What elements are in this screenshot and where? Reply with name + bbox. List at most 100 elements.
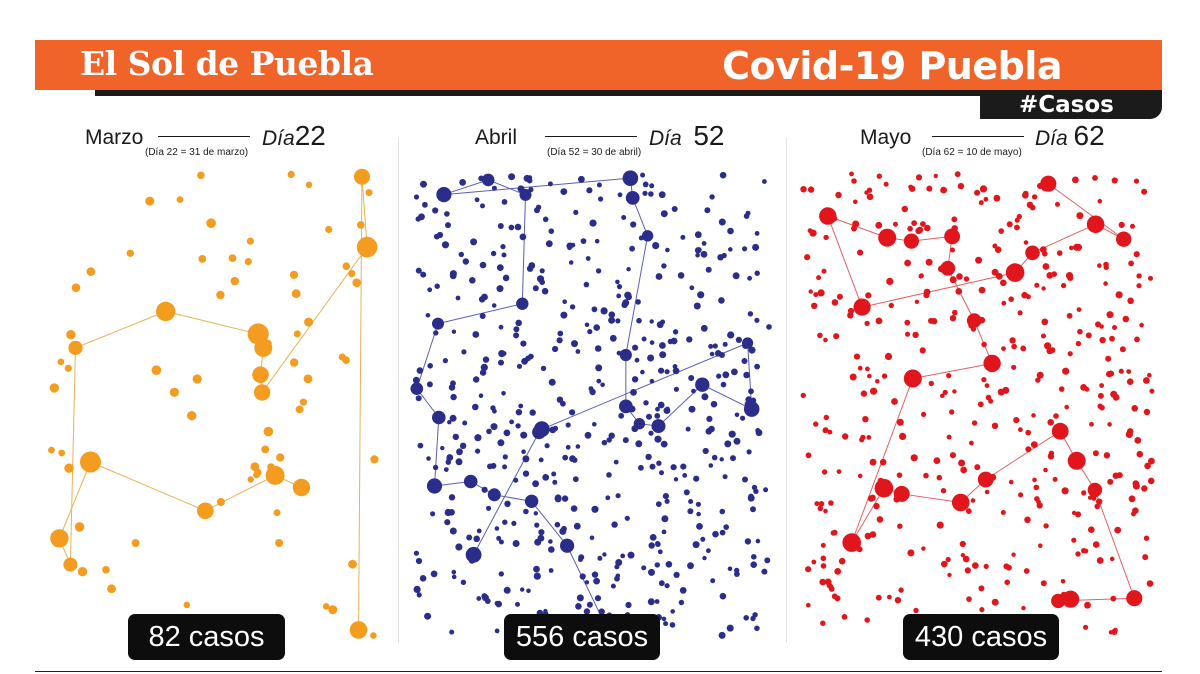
case-dot [975, 256, 983, 264]
case-dot [565, 444, 571, 450]
case-dot [836, 293, 843, 300]
case-dot [619, 348, 632, 362]
case-dot [504, 500, 511, 507]
case-dot [578, 557, 583, 562]
case-dot [672, 329, 679, 335]
connection-line [90, 461, 206, 512]
case-dot [502, 274, 510, 282]
case-dot [670, 464, 677, 471]
case-dot [866, 435, 872, 440]
case-dot [728, 430, 736, 438]
case-dot [616, 350, 622, 356]
header-banner-shadow [95, 90, 1162, 96]
case-dot [462, 420, 468, 426]
case-dot [754, 625, 760, 632]
case-dot [449, 414, 457, 422]
case-dot [291, 289, 301, 299]
case-dot [1056, 250, 1063, 256]
case-dot [591, 505, 599, 513]
case-dot [370, 455, 379, 464]
panel-day-number: 52 [693, 120, 725, 151]
case-dot [898, 587, 904, 593]
case-dot [746, 449, 752, 455]
case-dot [864, 532, 872, 540]
case-dot [1107, 422, 1112, 427]
case-dot [71, 283, 81, 292]
case-dot [1006, 221, 1013, 228]
case-dot [594, 345, 602, 352]
case-dot [686, 336, 693, 343]
case-dot [584, 431, 592, 439]
case-dot [853, 199, 858, 205]
case-dot [702, 555, 707, 561]
case-dot [1087, 482, 1103, 498]
case-dot [1000, 510, 1006, 515]
case-dot [587, 329, 593, 335]
case-dot [1149, 388, 1155, 394]
case-dot [1062, 367, 1070, 375]
case-dot [480, 203, 485, 209]
case-dot [995, 273, 1003, 280]
case-dot [430, 511, 436, 517]
case-dot [606, 437, 612, 443]
case-dot [970, 498, 976, 503]
case-dot [338, 353, 346, 361]
case-dot [508, 173, 516, 181]
case-dot [1099, 324, 1104, 329]
case-dot [763, 487, 769, 493]
case-dot [946, 373, 952, 379]
case-dot [275, 539, 284, 547]
case-dot [476, 528, 482, 534]
case-dot [919, 347, 926, 354]
case-dot [1091, 495, 1097, 501]
case-dot [548, 228, 555, 234]
case-dot [664, 369, 670, 375]
case-dot [717, 254, 724, 261]
case-dot [487, 463, 493, 470]
case-dot [683, 489, 690, 496]
case-dot [66, 330, 76, 340]
case-dot [486, 428, 492, 435]
case-dot [349, 621, 368, 639]
case-dot [866, 193, 874, 201]
case-dot [606, 472, 612, 478]
case-dot [704, 207, 711, 214]
case-dot [718, 218, 726, 226]
case-dot [946, 434, 952, 440]
case-dot [1136, 450, 1144, 458]
case-dot [887, 594, 892, 600]
case-dot [956, 273, 963, 280]
case-dot [515, 601, 520, 607]
case-dot [660, 440, 668, 448]
case-dot [833, 333, 840, 340]
case-dot [630, 389, 637, 396]
case-dot [536, 275, 545, 283]
case-dot [856, 546, 863, 553]
case-dot [461, 349, 467, 355]
case-dot [1042, 251, 1048, 257]
case-dot [560, 538, 575, 553]
case-dot [804, 254, 811, 261]
case-dot [740, 415, 746, 421]
case-dot [516, 297, 529, 310]
case-dot [1077, 328, 1083, 335]
case-dot [596, 182, 602, 188]
case-dot [648, 542, 655, 549]
case-dot [1014, 224, 1020, 231]
case-dot [1126, 378, 1134, 386]
case-dot [1116, 231, 1132, 247]
case-dot [228, 254, 237, 262]
case-dot [595, 364, 603, 372]
case-dot [865, 292, 872, 299]
case-dot [708, 343, 714, 349]
case-dot [811, 302, 818, 309]
connection-line [261, 246, 368, 393]
case-dot [426, 478, 443, 494]
case-dot [1058, 386, 1065, 392]
case-dot [831, 215, 838, 222]
case-dot [354, 168, 370, 185]
case-dot [622, 437, 629, 444]
case-dot [921, 546, 926, 551]
case-dot [972, 562, 979, 569]
case-dot [518, 403, 524, 409]
